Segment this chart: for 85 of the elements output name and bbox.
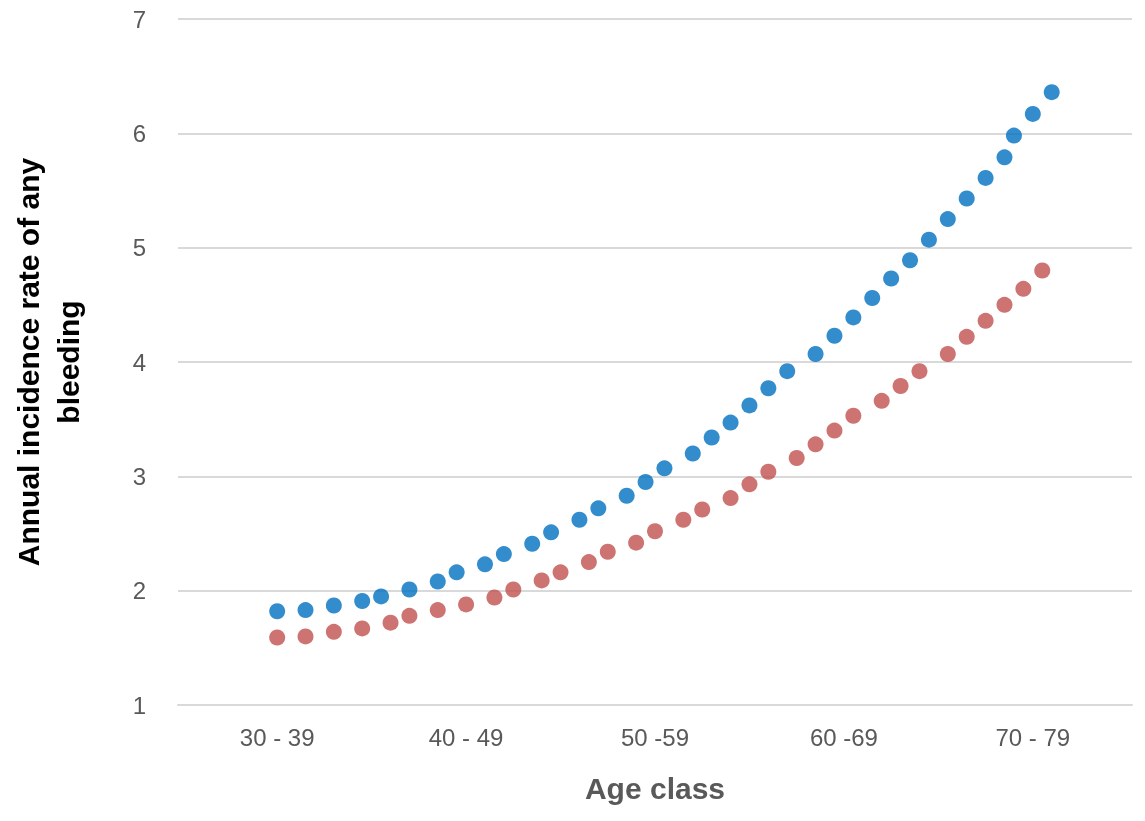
point [325,623,342,640]
point [373,588,390,605]
point [429,573,446,590]
y-tick-label: 6 [132,119,146,147]
point [656,460,673,477]
point [599,543,616,560]
point [401,581,418,598]
point [486,589,503,606]
point [911,363,928,380]
point [845,309,862,326]
point [807,346,824,362]
point [543,524,560,541]
point [873,392,890,409]
point [477,556,493,573]
y-axis-title: Annual incidence rate of any bleeding [11,157,85,567]
point [618,487,635,504]
point [826,327,843,344]
point [495,546,512,563]
point [892,378,909,395]
point [590,500,607,517]
point [325,597,342,614]
point [760,463,777,480]
point [637,474,654,491]
y-tick-label: 2 [132,577,146,605]
point [920,231,937,248]
point [269,603,286,620]
point [580,554,597,571]
point [684,445,701,462]
point [505,581,522,598]
y-tick-label: 4 [132,348,146,376]
point [1034,262,1051,279]
point [996,296,1013,313]
point [741,397,758,414]
point [1043,84,1060,101]
point [996,149,1013,166]
point [902,252,919,269]
point [845,407,862,424]
point [760,380,777,397]
point [552,564,569,581]
point [533,572,550,589]
point [779,363,796,380]
x-tick-label: 60 -69 [809,723,878,751]
point [297,602,314,619]
point [883,270,900,287]
point [788,450,805,467]
y-tick-label: 1 [132,691,146,719]
point [703,429,720,446]
point [694,501,711,518]
point [939,211,956,228]
point [977,312,994,329]
point [1015,280,1032,297]
y-tick-label: 7 [132,5,146,33]
point [382,614,399,631]
point [977,169,994,186]
point [675,511,692,528]
point [958,190,975,207]
y-tick-label: 5 [132,234,146,262]
point [647,523,663,540]
point [401,607,418,624]
point [939,346,956,362]
point [571,511,588,528]
point [826,422,843,439]
point [429,602,446,619]
point [741,476,758,493]
point [1024,105,1041,122]
point [958,328,975,345]
point [864,289,881,306]
point [354,592,371,609]
point [458,596,475,613]
x-axis-title: Age class [584,771,726,805]
point [628,534,645,551]
x-tick-label: 40 - 49 [428,723,504,751]
point [448,564,465,581]
point [269,629,286,646]
point [1005,127,1022,144]
x-tick-label: 50 -59 [620,723,690,751]
point [524,535,541,552]
x-tick-label: 30 - 39 [239,723,315,751]
point [297,628,314,645]
point [354,620,371,637]
x-tick-label: 70 - 79 [995,723,1071,751]
point [807,436,824,453]
y-tick-label: 3 [132,462,146,490]
point [722,490,739,507]
point [722,414,739,431]
